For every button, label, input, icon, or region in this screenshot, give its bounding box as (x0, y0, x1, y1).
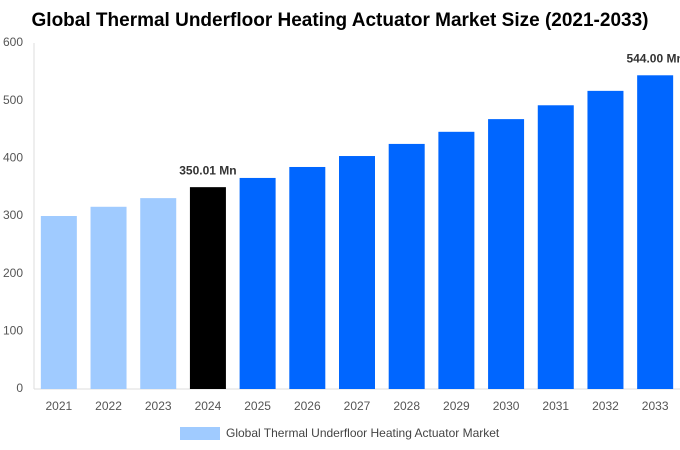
bar (40, 216, 77, 389)
x-tick-label: 2022 (95, 399, 122, 413)
x-tick-label: 2027 (344, 399, 371, 413)
legend-label: Global Thermal Underfloor Heating Actuat… (226, 426, 500, 440)
bar (90, 206, 127, 389)
bar (537, 105, 574, 389)
x-tick-label: 2031 (542, 399, 569, 413)
x-tick-label: 2033 (642, 399, 669, 413)
y-tick-label: 400 (3, 151, 23, 165)
bar (289, 166, 326, 389)
y-tick-label: 300 (3, 208, 23, 222)
legend-swatch (180, 427, 220, 440)
bar (189, 187, 226, 389)
x-tick-label: 2029 (443, 399, 470, 413)
x-tick-label: 2021 (45, 399, 72, 413)
data-label: 544.00 Mn (626, 51, 680, 65)
bar (488, 119, 525, 390)
x-tick-label: 2024 (195, 399, 222, 413)
bar (438, 131, 475, 389)
x-tick-label: 2028 (393, 399, 420, 413)
chart-title: Global Thermal Underfloor Heating Actuat… (32, 10, 649, 31)
bar (388, 143, 425, 389)
x-tick-label: 2025 (244, 399, 271, 413)
bar (239, 177, 276, 389)
y-tick-label: 600 (3, 35, 23, 49)
bar (587, 90, 624, 389)
y-tick-label: 200 (3, 266, 23, 280)
bar (140, 198, 177, 389)
x-tick-label: 2023 (145, 399, 172, 413)
y-tick-label: 0 (16, 381, 23, 395)
x-tick-label: 2032 (592, 399, 619, 413)
y-tick-label: 100 (3, 324, 23, 338)
y-tick-label: 500 (3, 93, 23, 107)
x-tick-label: 2030 (493, 399, 520, 413)
data-label: 350.01 Mn (179, 163, 236, 177)
x-tick-label: 2026 (294, 399, 321, 413)
bar (339, 156, 375, 389)
bar (637, 75, 674, 389)
